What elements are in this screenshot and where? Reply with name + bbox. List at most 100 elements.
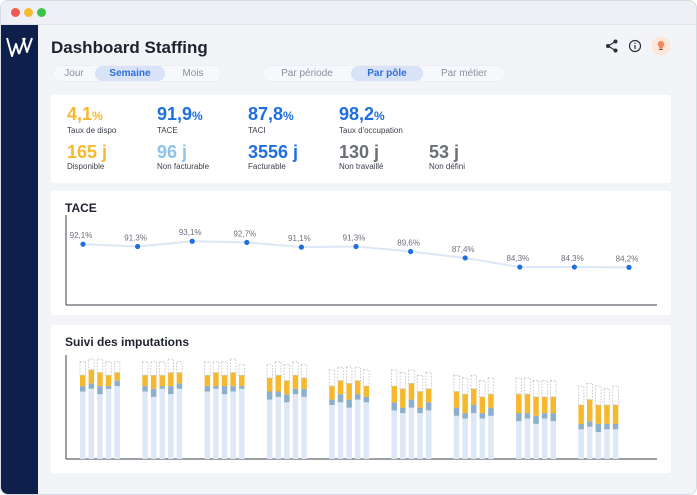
- bar-segment-non-défini[interactable]: [586, 383, 593, 401]
- bar-segment-non-défini[interactable]: [453, 374, 460, 392]
- bar-segment-non-facturable[interactable]: [425, 402, 432, 411]
- bar-segment-non-facturable[interactable]: [355, 394, 361, 400]
- share-icon[interactable]: [604, 38, 620, 54]
- bar-segment-non-facturable[interactable]: [479, 413, 486, 419]
- tab-par-période[interactable]: Par période: [281, 68, 333, 79]
- bar-segment-non-défini[interactable]: [515, 377, 523, 395]
- bar-segment-disponible[interactable]: [275, 375, 282, 392]
- tace-point[interactable]: [462, 255, 468, 261]
- bar-segment-facturable[interactable]: [479, 418, 486, 460]
- bar-segment-non-facturable[interactable]: [230, 386, 236, 392]
- bar-segment-disponible[interactable]: [462, 394, 468, 414]
- bar-segment-non-facturable[interactable]: [604, 423, 610, 430]
- bar-segment-facturable[interactable]: [612, 429, 619, 459]
- bar-segment-non-facturable[interactable]: [471, 405, 477, 414]
- bar-segment-non-facturable[interactable]: [213, 386, 219, 389]
- bar-segment-facturable[interactable]: [213, 388, 219, 459]
- bar-segment-non-défini[interactable]: [487, 377, 495, 395]
- tab-semaine[interactable]: Semaine: [95, 66, 165, 81]
- tace-point[interactable]: [189, 238, 195, 244]
- bar-segment-facturable[interactable]: [329, 405, 335, 459]
- bar-segment-non-défini[interactable]: [337, 366, 344, 382]
- bar-segment-facturable[interactable]: [417, 413, 423, 459]
- bar-segment-non-défini[interactable]: [238, 364, 245, 376]
- bar-segment-facturable[interactable]: [80, 391, 86, 460]
- bar-segment-disponible[interactable]: [453, 391, 460, 408]
- bar-segment-non-défini[interactable]: [292, 361, 299, 376]
- bar-segment-facturable[interactable]: [578, 429, 584, 459]
- bar-segment-disponible[interactable]: [266, 378, 273, 392]
- bar-segment-non-facturable[interactable]: [391, 402, 398, 411]
- bar-segment-disponible[interactable]: [292, 375, 299, 389]
- bar-segment-non-facturable[interactable]: [595, 423, 602, 432]
- bar-segment-disponible[interactable]: [550, 396, 557, 414]
- bar-segment-facturable[interactable]: [516, 421, 522, 459]
- bar-segment-non-défini[interactable]: [105, 361, 112, 376]
- bar-segment-non-défini[interactable]: [275, 361, 282, 376]
- bar-segment-non-défini[interactable]: [532, 380, 540, 398]
- bar-segment-facturable[interactable]: [453, 415, 460, 459]
- bar-segment-disponible[interactable]: [363, 386, 370, 397]
- bar-segment-non-défini[interactable]: [595, 385, 602, 406]
- bar-segment-facturable[interactable]: [97, 394, 103, 459]
- tace-point[interactable]: [80, 241, 86, 247]
- tace-point[interactable]: [571, 264, 578, 270]
- bar-segment-non-défini[interactable]: [141, 361, 149, 376]
- bar-segment-facturable[interactable]: [425, 410, 432, 459]
- bar-segment-disponible[interactable]: [329, 386, 335, 400]
- bar-segment-non-facturable[interactable]: [168, 386, 174, 395]
- bar-segment-disponible[interactable]: [239, 375, 245, 387]
- bar-segment-disponible[interactable]: [417, 391, 423, 408]
- bar-segment-facturable[interactable]: [168, 394, 174, 459]
- bar-segment-non-facturable[interactable]: [142, 386, 148, 392]
- bar-segment-non-défini[interactable]: [345, 366, 353, 384]
- tab-mois[interactable]: Mois: [182, 68, 204, 79]
- bar-segment-non-défini[interactable]: [79, 361, 86, 376]
- close-window-dot[interactable]: [11, 8, 20, 17]
- bar-segment-disponible[interactable]: [159, 375, 166, 387]
- bar-segment-facturable[interactable]: [221, 394, 228, 459]
- bar-segment-facturable[interactable]: [239, 388, 245, 459]
- bar-segment-non-facturable[interactable]: [266, 391, 273, 400]
- info-icon[interactable]: [627, 38, 643, 54]
- tab-jour[interactable]: Jour: [64, 68, 84, 79]
- bar-segment-non-facturable[interactable]: [221, 386, 228, 395]
- bar-segment-facturable[interactable]: [408, 407, 415, 459]
- bar-segment-non-facturable[interactable]: [204, 386, 211, 392]
- bar-segment-non-défini[interactable]: [603, 388, 611, 406]
- bar-segment-facturable[interactable]: [355, 399, 361, 459]
- bar-segment-non-facturable[interactable]: [408, 399, 415, 408]
- bar-segment-facturable[interactable]: [142, 391, 148, 460]
- bar-segment-facturable[interactable]: [176, 388, 183, 459]
- bar-segment-disponible[interactable]: [176, 372, 183, 384]
- bar-segment-facturable[interactable]: [488, 415, 494, 459]
- bar-segment-non-défini[interactable]: [541, 380, 548, 398]
- bar-segment-facturable[interactable]: [524, 418, 531, 460]
- bar-segment-non-défini[interactable]: [461, 377, 469, 395]
- bar-segment-disponible[interactable]: [533, 396, 539, 416]
- bar-segment-facturable[interactable]: [541, 418, 548, 460]
- bar-segment-disponible[interactable]: [301, 378, 307, 389]
- bar-segment-non-défini[interactable]: [578, 385, 585, 406]
- bar-segment-disponible[interactable]: [516, 394, 522, 414]
- bar-segment-disponible[interactable]: [524, 394, 531, 414]
- bar-segment-disponible[interactable]: [578, 405, 584, 424]
- bar-segment-facturable[interactable]: [204, 391, 211, 460]
- bar-segment-facturable[interactable]: [471, 413, 477, 459]
- bar-segment-non-défini[interactable]: [416, 374, 424, 392]
- bar-segment-non-facturable[interactable]: [533, 415, 539, 424]
- bar-segment-non-facturable[interactable]: [453, 407, 460, 416]
- bar-segment-non-facturable[interactable]: [346, 399, 352, 408]
- bar-segment-non-facturable[interactable]: [284, 394, 290, 403]
- bar-segment-facturable[interactable]: [230, 391, 236, 460]
- bar-segment-non-défini[interactable]: [612, 385, 619, 406]
- bar-segment-disponible[interactable]: [168, 372, 174, 387]
- bar-segment-non-facturable[interactable]: [524, 413, 531, 419]
- bar-segment-disponible[interactable]: [88, 369, 95, 384]
- bar-segment-disponible[interactable]: [425, 388, 432, 403]
- bar-segment-non-facturable[interactable]: [114, 380, 120, 387]
- bar-segment-non-facturable[interactable]: [239, 386, 245, 389]
- bar-segment-facturable[interactable]: [150, 396, 157, 459]
- bar-segment-non-défini[interactable]: [212, 361, 220, 373]
- bar-segment-disponible[interactable]: [150, 375, 157, 389]
